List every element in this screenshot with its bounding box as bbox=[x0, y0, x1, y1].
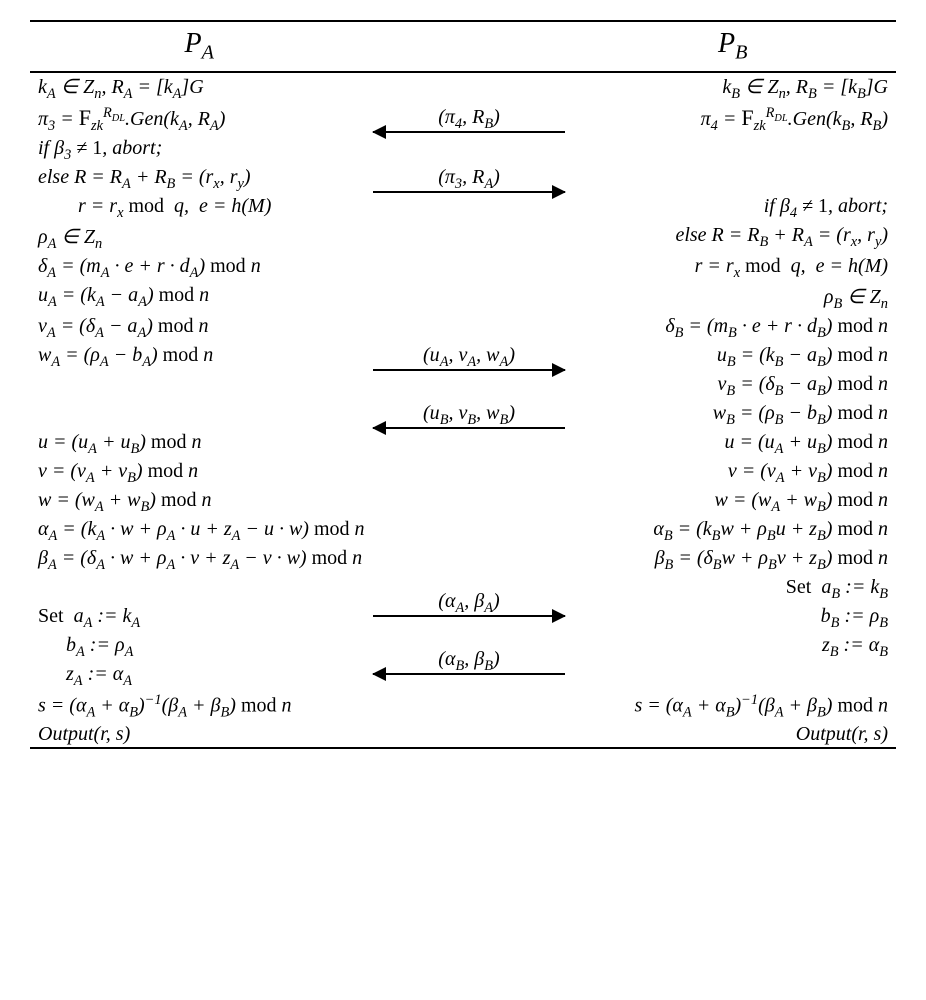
l23: Output(r, s) bbox=[30, 722, 369, 748]
header-right: PB bbox=[569, 21, 896, 72]
l22: s = (αA + αB)−1(βA + βB) mod n bbox=[30, 691, 369, 723]
l6: ρA ∈ Zn bbox=[30, 223, 369, 254]
r1: kB ∈ Zn, RB = [kB]G bbox=[569, 72, 896, 104]
r18: Set aB := kB bbox=[569, 575, 896, 604]
arrow-alpha-a: (αA, βA) bbox=[369, 575, 570, 633]
r9: δB = (mB · e + r · dB) mod n bbox=[569, 314, 896, 343]
r6: else R = RB + RA = (rx, ry) bbox=[569, 223, 896, 254]
l19: Set aA := kA bbox=[30, 604, 369, 633]
header-left: PA bbox=[30, 21, 369, 72]
arrow-pi3: (π3, RA) bbox=[369, 165, 570, 194]
protocol-table: PA PB kA ∈ Zn, RA = [kA]G kB ∈ Zn, RB = … bbox=[30, 20, 896, 749]
l14: v = (vA + vB) mod n bbox=[30, 459, 369, 488]
r23: Output(r, s) bbox=[569, 722, 896, 748]
l16: αA = (kA · w + ρA · u + zA − u · w) mod … bbox=[30, 517, 369, 546]
l4: else R = RA + RB = (rx, ry) bbox=[30, 165, 369, 194]
l13: u = (uA + uB) mod n bbox=[30, 430, 369, 459]
r14: v = (vA + vB) mod n bbox=[569, 459, 896, 488]
l2: π3 = FzkRDL.Gen(kA, RA) bbox=[30, 104, 369, 136]
l5: r = rx mod q, e = h(M) bbox=[30, 194, 369, 223]
r2: π4 = FzkRDL.Gen(kB, RB) bbox=[569, 104, 896, 136]
r7: r = rx mod q, e = h(M) bbox=[569, 254, 896, 283]
r17: βB = (δBw + ρBv + zB) mod n bbox=[569, 546, 896, 575]
l21: zA := αA bbox=[30, 662, 369, 691]
l15: w = (wA + wB) mod n bbox=[30, 488, 369, 517]
l8: uA = (kA − aA) mod n bbox=[30, 283, 369, 314]
l7: δA = (mA · e + r · dA) mod n bbox=[30, 254, 369, 283]
header-mid bbox=[369, 21, 570, 72]
l1: kA ∈ Zn, RA = [kA]G bbox=[30, 72, 369, 104]
arrow-alpha-b: (αB, βB) bbox=[369, 633, 570, 691]
l9: vA = (δA − aA) mod n bbox=[30, 314, 369, 343]
r5: if β4 ≠ 1, abort; bbox=[569, 194, 896, 223]
r12: wB = (ρB − bB) mod n bbox=[569, 401, 896, 430]
l10: wA = (ρA − bA) mod n bbox=[30, 343, 369, 372]
r13: u = (uA + uB) mod n bbox=[569, 430, 896, 459]
arrow-uvw-b: (uB, vB, wB) bbox=[369, 401, 570, 430]
arrow-uvw-a: (uA, vA, wA) bbox=[369, 343, 570, 372]
r16: αB = (kBw + ρBu + zB) mod n bbox=[569, 517, 896, 546]
footer-rule bbox=[30, 748, 896, 749]
r8: ρB ∈ Zn bbox=[569, 283, 896, 314]
l3: if β3 ≠ 1, abort; bbox=[30, 136, 369, 165]
r22: s = (αA + αB)−1(βA + βB) mod n bbox=[569, 691, 896, 723]
r11: vB = (δB − aB) mod n bbox=[569, 372, 896, 401]
r19: bB := ρB bbox=[569, 604, 896, 633]
r15: w = (wA + wB) mod n bbox=[569, 488, 896, 517]
arrow-pi4: (π4, RB) bbox=[369, 104, 570, 136]
l17: βA = (δA · w + ρA · v + zA − v · w) mod … bbox=[30, 546, 369, 575]
r20: zB := αB bbox=[569, 633, 896, 662]
l20: bA := ρA bbox=[30, 633, 369, 662]
header-row: PA PB bbox=[30, 21, 896, 72]
r10: uB = (kB − aB) mod n bbox=[569, 343, 896, 372]
